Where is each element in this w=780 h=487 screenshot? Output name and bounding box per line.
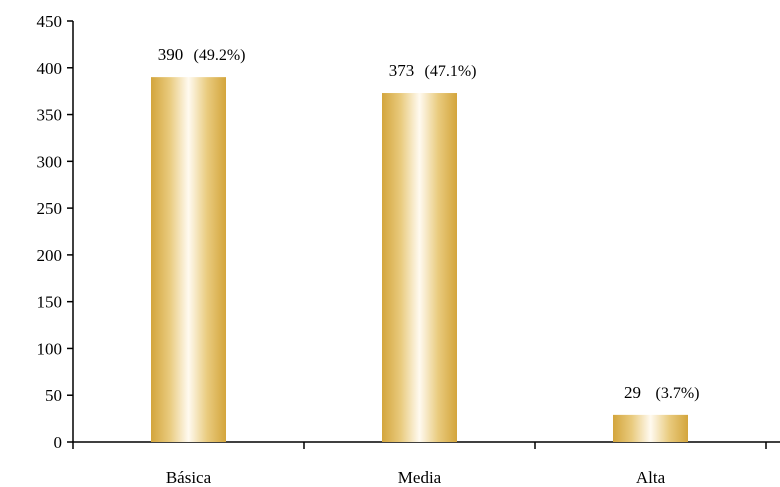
y-tick-label: 150 bbox=[37, 293, 63, 312]
y-tick-label: 50 bbox=[45, 386, 62, 405]
bars bbox=[151, 77, 688, 442]
value-label: 390 bbox=[158, 45, 184, 64]
data-labels: 390 (49.2%) 373 (47.1%) 29 (3.7%) bbox=[158, 45, 700, 402]
x-axis: Básica Media Alta bbox=[72, 441, 780, 487]
percent-label: (3.7%) bbox=[656, 385, 700, 402]
bar-media bbox=[382, 93, 457, 442]
x-tick-label: Alta bbox=[636, 468, 666, 487]
y-tick-label: 350 bbox=[37, 106, 63, 125]
bar-básica bbox=[151, 77, 226, 442]
value-label: 29 bbox=[624, 383, 641, 402]
y-tick-label: 300 bbox=[37, 152, 63, 171]
y-tick-label: 400 bbox=[37, 59, 63, 78]
percent-label: (47.1%) bbox=[425, 63, 477, 80]
x-tick-label: Básica bbox=[166, 468, 212, 487]
y-tick-label: 450 bbox=[37, 12, 63, 31]
y-tick-label: 100 bbox=[37, 339, 63, 358]
y-tick-label: 0 bbox=[54, 433, 63, 452]
percent-label: (49.2%) bbox=[194, 47, 246, 64]
value-label: 373 bbox=[389, 61, 415, 80]
y-tick-label: 200 bbox=[37, 246, 63, 265]
y-axis: 0 50 100 150 200 250 300 350 400 450 bbox=[37, 12, 74, 452]
x-tick-label: Media bbox=[398, 468, 442, 487]
y-tick-label: 250 bbox=[37, 199, 63, 218]
bar-alta bbox=[613, 414, 688, 442]
